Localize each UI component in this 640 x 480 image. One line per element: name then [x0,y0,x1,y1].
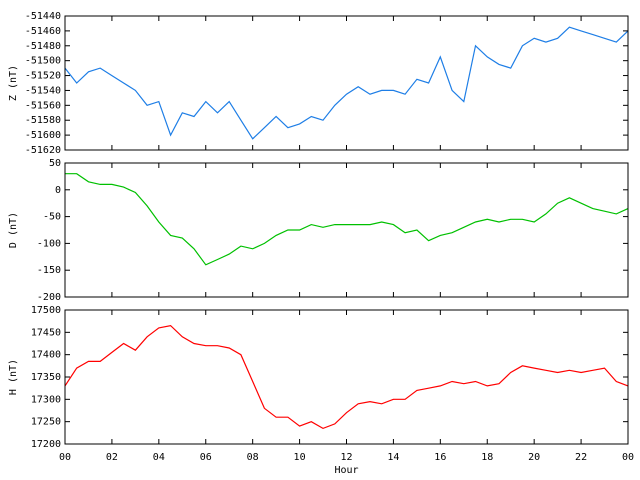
y-tick-label: -200 [37,292,61,303]
x-axis-label: Hour [334,465,358,476]
y-tick-label: -50 [43,212,61,223]
x-tick-label: 10 [294,452,306,463]
y-axis-label: D (nT) [8,212,19,248]
y-tick-label: 17300 [31,394,61,405]
plot-frame [64,162,629,298]
plot-frame [64,15,629,151]
y-tick-label: 17400 [31,350,61,361]
x-tick-label: 00 [59,452,71,463]
x-tick-label: 18 [481,452,493,463]
y-tick-label: 17250 [31,417,61,428]
y-tick-label: -51460 [25,26,61,37]
y-tick-label: 17200 [31,439,61,450]
y-tick-label: -150 [37,265,61,276]
y-tick-label: -51480 [25,41,61,52]
x-tick-label: 20 [528,452,540,463]
y-tick-label: 0 [55,185,61,196]
y-tick-label: -51500 [25,56,61,67]
x-tick-label: 22 [575,452,587,463]
y-tick-label: -100 [37,238,61,249]
data-line [64,324,629,430]
y-tick-label: -51600 [25,130,61,141]
data-line [65,173,629,266]
x-tick-label: 14 [387,452,399,463]
y-tick-label: -51540 [25,85,61,96]
x-tick-label: 08 [247,452,259,463]
x-tick-label: 16 [434,452,446,463]
plot-frame [64,309,629,445]
y-tick-label: -51620 [25,145,61,156]
x-tick-label: 12 [340,452,352,463]
x-tick-label: 00 [622,452,634,463]
y-tick-label: 17450 [31,327,61,338]
y-tick-label: 50 [49,158,61,169]
data-line [64,26,629,140]
y-tick-label: 17350 [31,372,61,383]
y-axis-label: Z (nT) [8,65,19,101]
y-tick-label: -51580 [25,115,61,126]
y-tick-label: 17500 [31,305,61,316]
y-tick-label: -51560 [25,100,61,111]
y-tick-label: -51440 [25,11,61,22]
x-tick-label: 04 [153,452,165,463]
x-tick-label: 06 [200,452,212,463]
y-axis-label: H (nT) [8,359,19,395]
y-tick-label: -51520 [25,71,61,82]
x-tick-label: 02 [106,452,118,463]
